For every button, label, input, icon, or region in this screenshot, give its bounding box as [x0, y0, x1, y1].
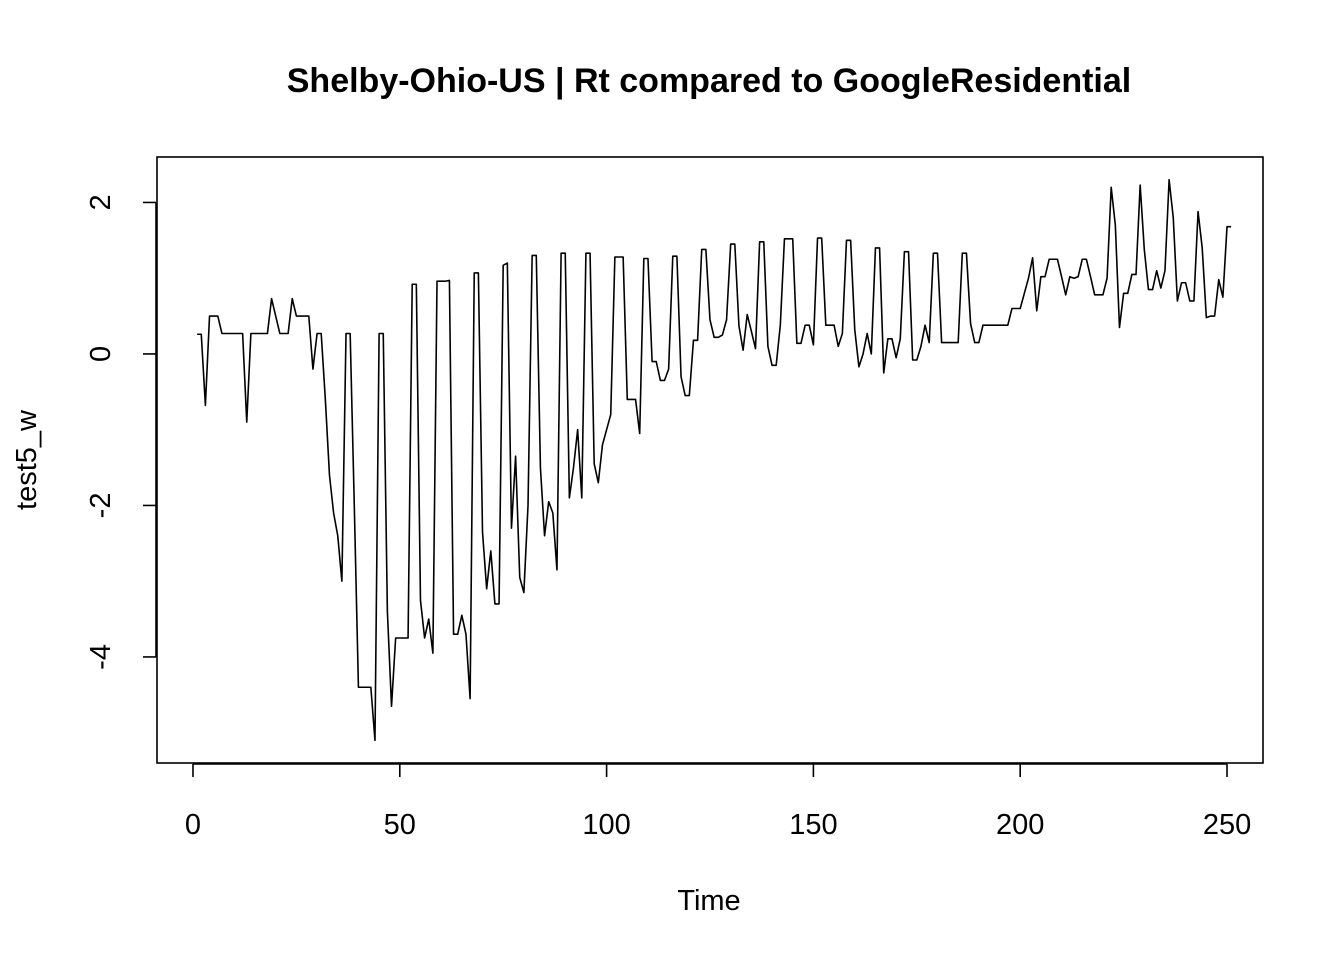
y-tick-label: 2: [85, 194, 117, 210]
x-axis: 0 50 100 150 200 250: [185, 763, 1251, 841]
x-tick-label: 50: [384, 809, 416, 841]
series-line: [197, 178, 1232, 742]
plot-frame: [156, 156, 1264, 764]
y-axis-label: test5_w: [11, 409, 43, 510]
x-tick-label: 100: [582, 809, 630, 841]
x-tick-label: 200: [996, 809, 1044, 841]
y-tick-label: 0: [85, 346, 117, 362]
y-tick-label: -2: [85, 493, 117, 519]
x-tick-label: 150: [789, 809, 837, 841]
chart-title: Shelby-Ohio-US | Rt compared to GoogleRe…: [287, 62, 1132, 100]
x-axis-label: Time: [677, 885, 740, 917]
y-tick-label: -4: [85, 644, 117, 670]
x-tick-label: 0: [185, 809, 201, 841]
x-tick-label: 250: [1203, 809, 1251, 841]
y-axis: -4 -2 0 2: [85, 194, 157, 670]
